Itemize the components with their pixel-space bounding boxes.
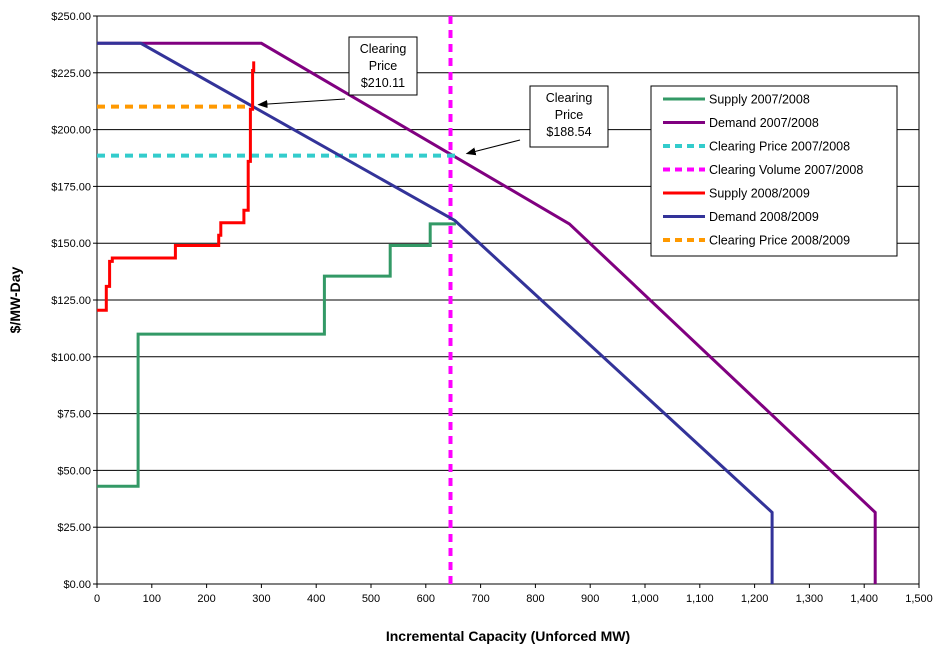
y-tick-label: $25.00 bbox=[57, 522, 91, 534]
callout-text: $188.54 bbox=[546, 125, 591, 139]
legend-label: Supply 2008/2009 bbox=[709, 187, 810, 201]
y-tick-label: $75.00 bbox=[57, 409, 91, 421]
legend-label: Clearing Price 2007/2008 bbox=[709, 140, 850, 154]
axes bbox=[93, 15, 920, 588]
series-line-supply-2008-2009 bbox=[97, 61, 256, 312]
legend-label: Clearing Volume 2007/2008 bbox=[709, 163, 863, 177]
x-tick-label: 600 bbox=[417, 593, 435, 605]
y-tick-label: $175.00 bbox=[51, 181, 91, 193]
x-tick-label: 0 bbox=[94, 593, 100, 605]
callout-text: $210.11 bbox=[361, 76, 405, 90]
series-group bbox=[97, 16, 877, 584]
x-tick-label: 200 bbox=[197, 593, 215, 605]
x-axis-title: Incremental Capacity (Unforced MW) bbox=[386, 628, 630, 644]
x-tick-label: 800 bbox=[526, 593, 544, 605]
callout-text: Price bbox=[555, 108, 584, 122]
x-tick-label: 300 bbox=[252, 593, 270, 605]
legend-item: Demand 2008/2009 bbox=[663, 210, 819, 224]
x-tick-label: 1,100 bbox=[686, 593, 714, 605]
y-tick-label: $50.00 bbox=[57, 465, 91, 477]
callout-box bbox=[348, 36, 418, 96]
x-tick-label: 1,500 bbox=[905, 593, 933, 605]
clearing-price-callout: Clearing Price $188.54 bbox=[465, 85, 609, 156]
x-tick-label: 1,300 bbox=[796, 593, 824, 605]
callout-text: Price bbox=[369, 59, 398, 73]
y-tick-label: $150.00 bbox=[51, 238, 91, 250]
legend-item: Supply 2007/2008 bbox=[663, 93, 810, 107]
clearing-price-callout: Clearing Price $210.11 bbox=[257, 36, 418, 109]
callouts: Clearing Price $210.11 Clearing Price $188.54 bbox=[257, 36, 609, 156]
x-tick-label: 1,400 bbox=[850, 593, 878, 605]
callout-arrow bbox=[257, 98, 346, 109]
x-tick-label: 400 bbox=[307, 593, 325, 605]
legend-label: Supply 2007/2008 bbox=[709, 93, 810, 107]
series-line-supply-2007-2008 bbox=[97, 222, 456, 488]
legend-item: Demand 2007/2008 bbox=[663, 116, 819, 130]
tick-labels: $0.00 $25.00 $50.00 $75.00 $100.00 $125.00 $15… bbox=[51, 11, 933, 605]
x-tick-label: 500 bbox=[362, 593, 380, 605]
y-axis-title: $/MW-Day bbox=[7, 266, 23, 333]
x-tick-label: 1,000 bbox=[631, 593, 659, 605]
y-tick-label: $250.00 bbox=[51, 11, 91, 23]
y-tick-label: $0.00 bbox=[63, 579, 91, 591]
y-tick-label: $125.00 bbox=[51, 295, 91, 307]
y-tick-label: $200.00 bbox=[51, 125, 91, 137]
series-line-demand-2008-2009 bbox=[97, 41, 774, 584]
legend-label: Demand 2007/2008 bbox=[709, 116, 819, 130]
x-tick-label: 700 bbox=[471, 593, 489, 605]
y-tick-label: $100.00 bbox=[51, 352, 91, 364]
callout-box bbox=[529, 85, 609, 148]
y-tick-label: $225.00 bbox=[51, 68, 91, 80]
callout-text: Clearing bbox=[360, 42, 407, 56]
callout-text: Clearing bbox=[546, 91, 593, 105]
legend-item: Clearing Price 2007/2008 bbox=[663, 140, 850, 154]
x-tick-label: 900 bbox=[581, 593, 599, 605]
callout-arrow bbox=[465, 139, 521, 156]
legend-label: Clearing Price 2008/2009 bbox=[709, 234, 850, 248]
legend-item: Clearing Price 2008/2009 bbox=[663, 234, 850, 248]
legend: Supply 2007/2008 Demand 2007/2008 Clearing… bbox=[650, 85, 898, 257]
legend-label: Demand 2008/2009 bbox=[709, 210, 819, 224]
x-tick-label: 100 bbox=[143, 593, 161, 605]
series-line-demand-2007-2008 bbox=[97, 41, 877, 584]
x-tick-label: 1,200 bbox=[741, 593, 769, 605]
legend-item: Supply 2008/2009 bbox=[663, 187, 810, 201]
legend-item: Clearing Volume 2007/2008 bbox=[663, 163, 863, 177]
